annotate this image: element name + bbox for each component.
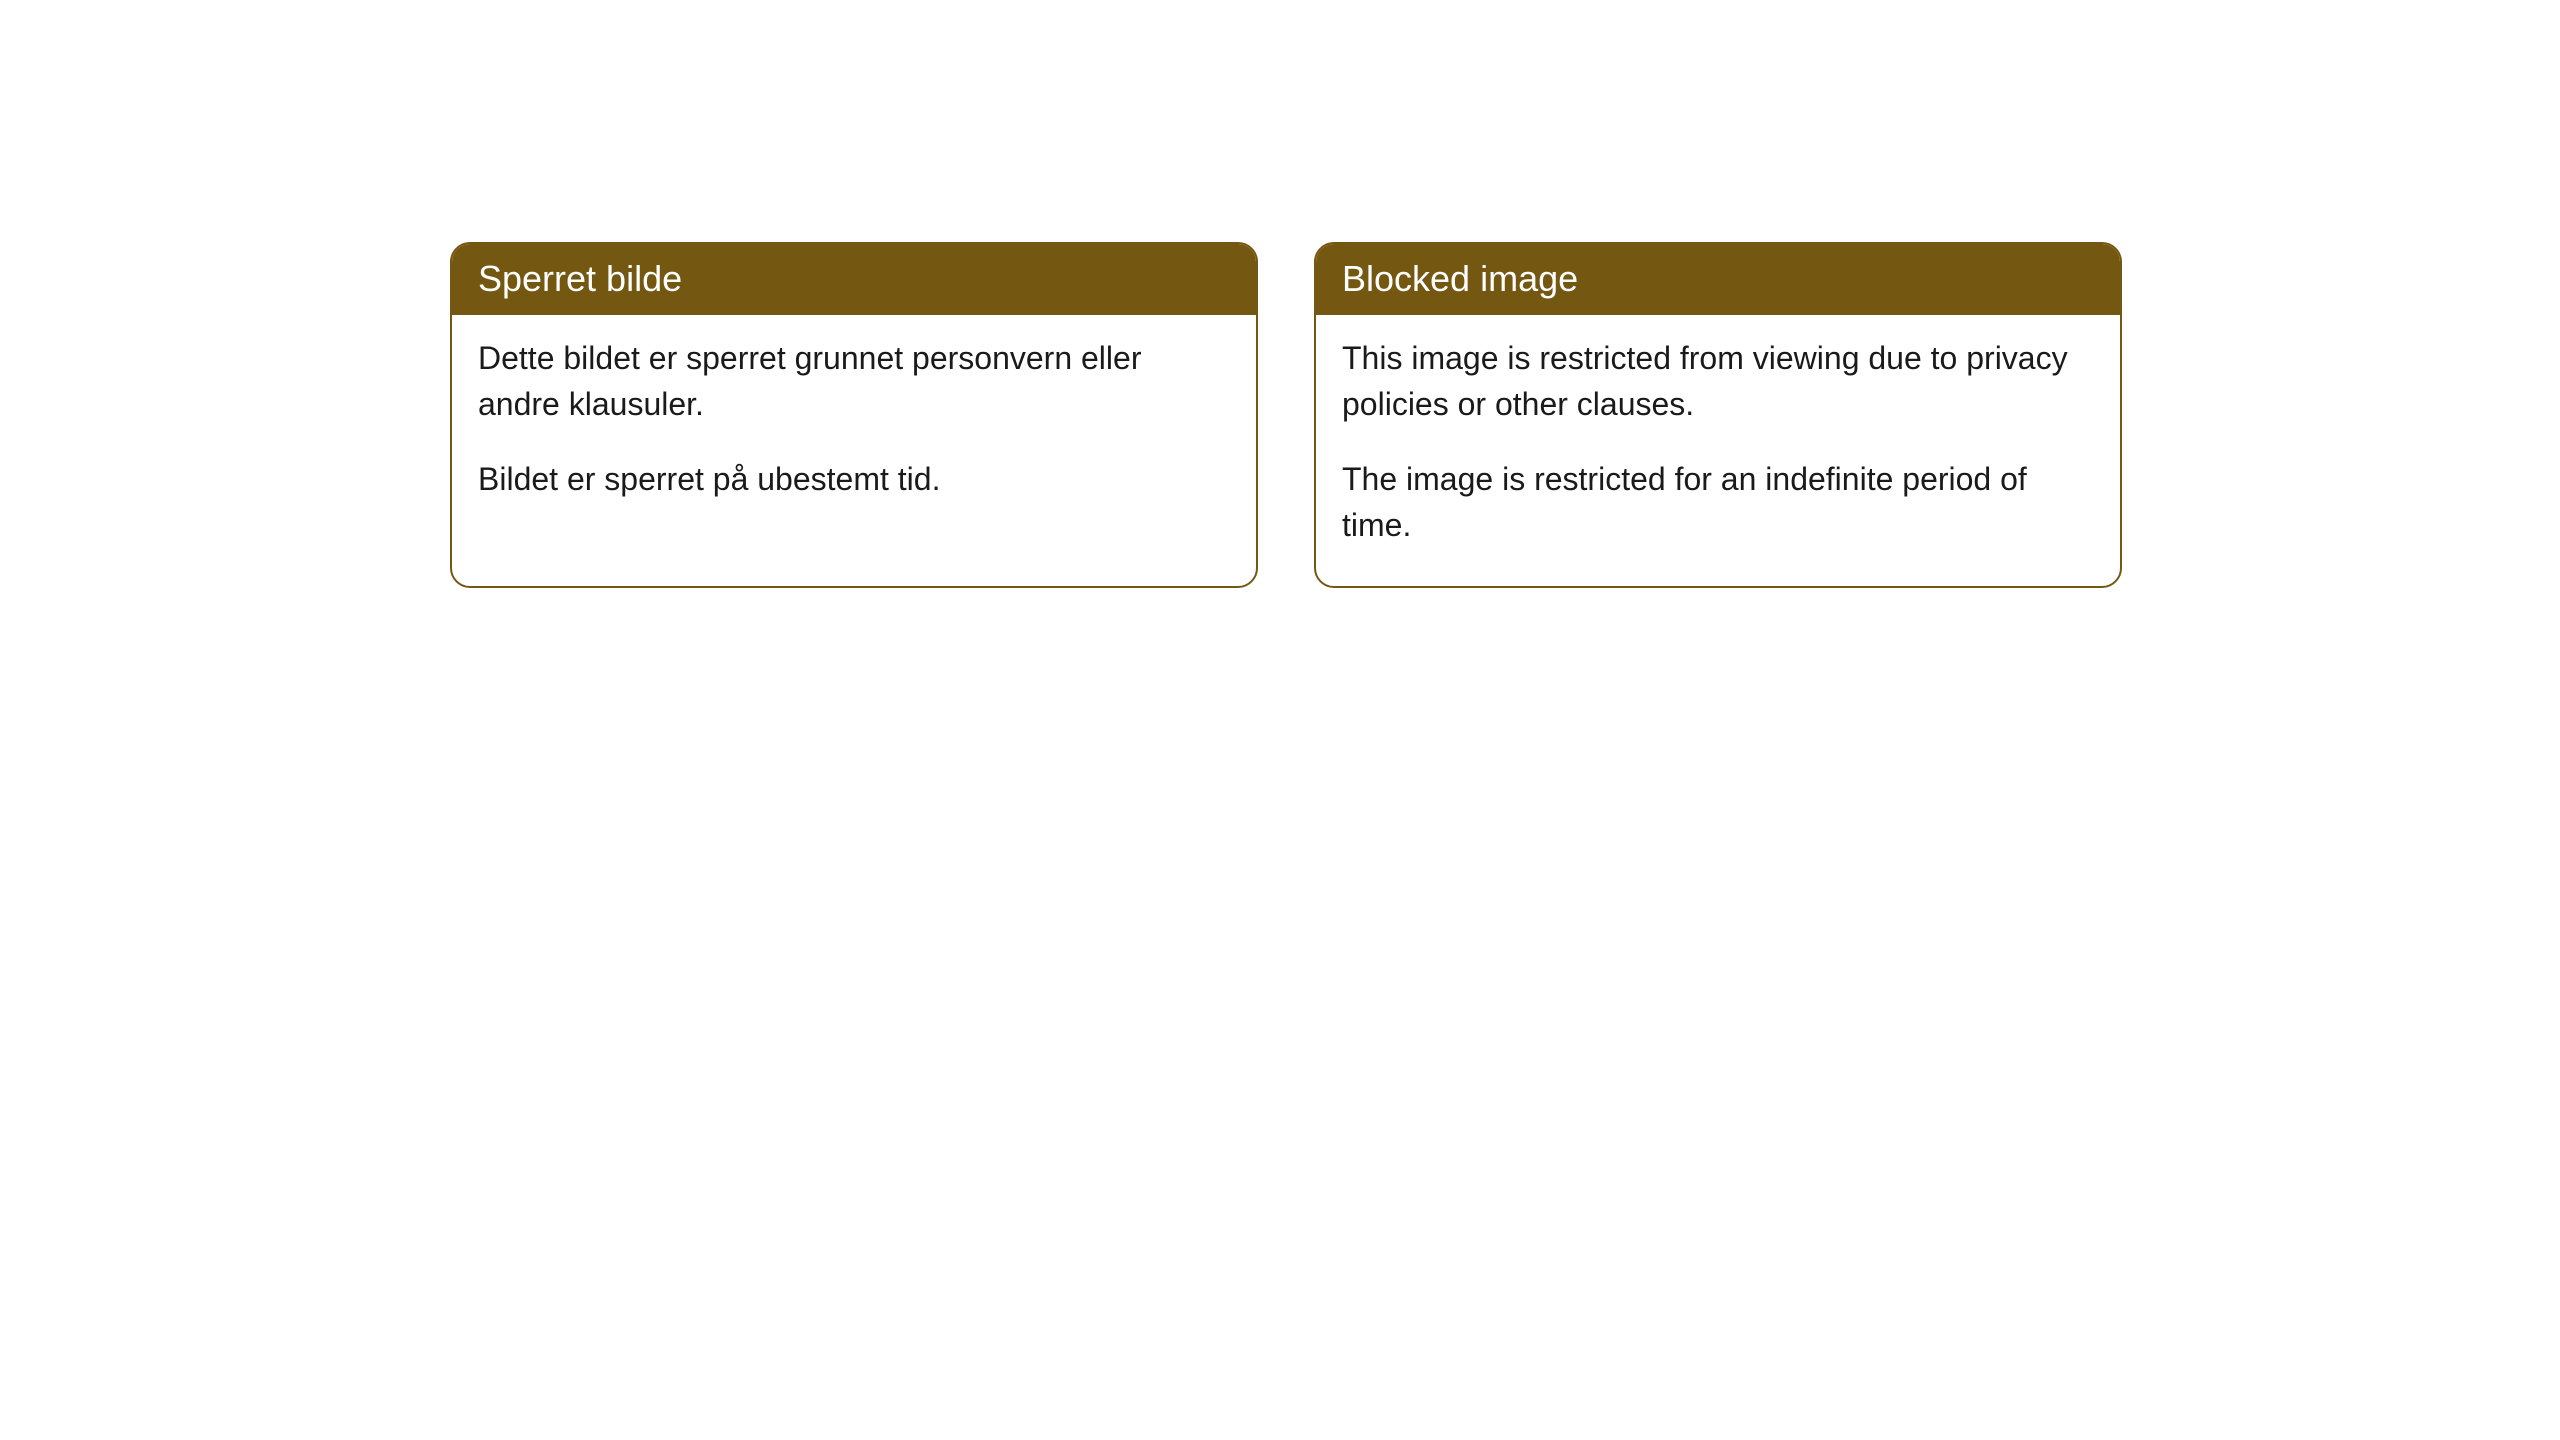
card-paragraph-norwegian-2: Bildet er sperret på ubestemt tid. — [478, 456, 1230, 502]
card-body-norwegian: Dette bildet er sperret grunnet personve… — [452, 315, 1256, 540]
card-paragraph-english-2: The image is restricted for an indefinit… — [1342, 456, 2094, 549]
card-title-english: Blocked image — [1342, 258, 1578, 299]
card-paragraph-english-1: This image is restricted from viewing du… — [1342, 335, 2094, 428]
blocked-image-card-norwegian: Sperret bilde Dette bildet er sperret gr… — [450, 242, 1258, 588]
card-title-norwegian: Sperret bilde — [478, 258, 682, 299]
card-header-english: Blocked image — [1316, 244, 2120, 315]
info-cards-container: Sperret bilde Dette bildet er sperret gr… — [450, 242, 2122, 588]
blocked-image-card-english: Blocked image This image is restricted f… — [1314, 242, 2122, 588]
card-paragraph-norwegian-1: Dette bildet er sperret grunnet personve… — [478, 335, 1230, 428]
card-body-english: This image is restricted from viewing du… — [1316, 315, 2120, 587]
card-header-norwegian: Sperret bilde — [452, 244, 1256, 315]
